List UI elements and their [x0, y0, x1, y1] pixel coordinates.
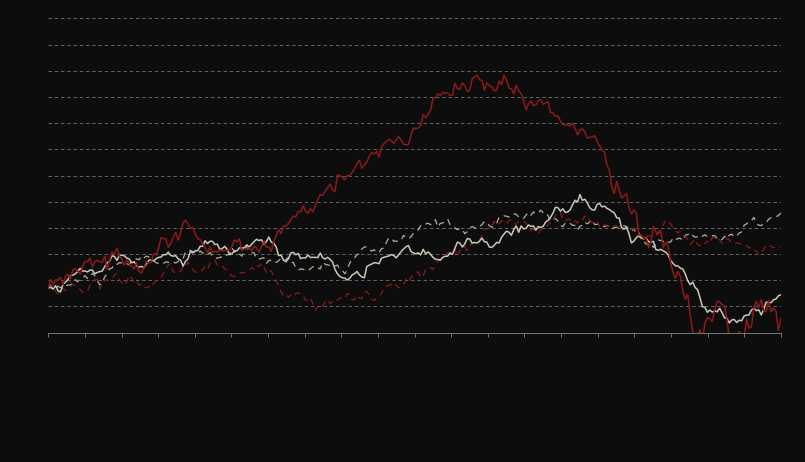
Legend: , , , : , , , [243, 456, 381, 462]
